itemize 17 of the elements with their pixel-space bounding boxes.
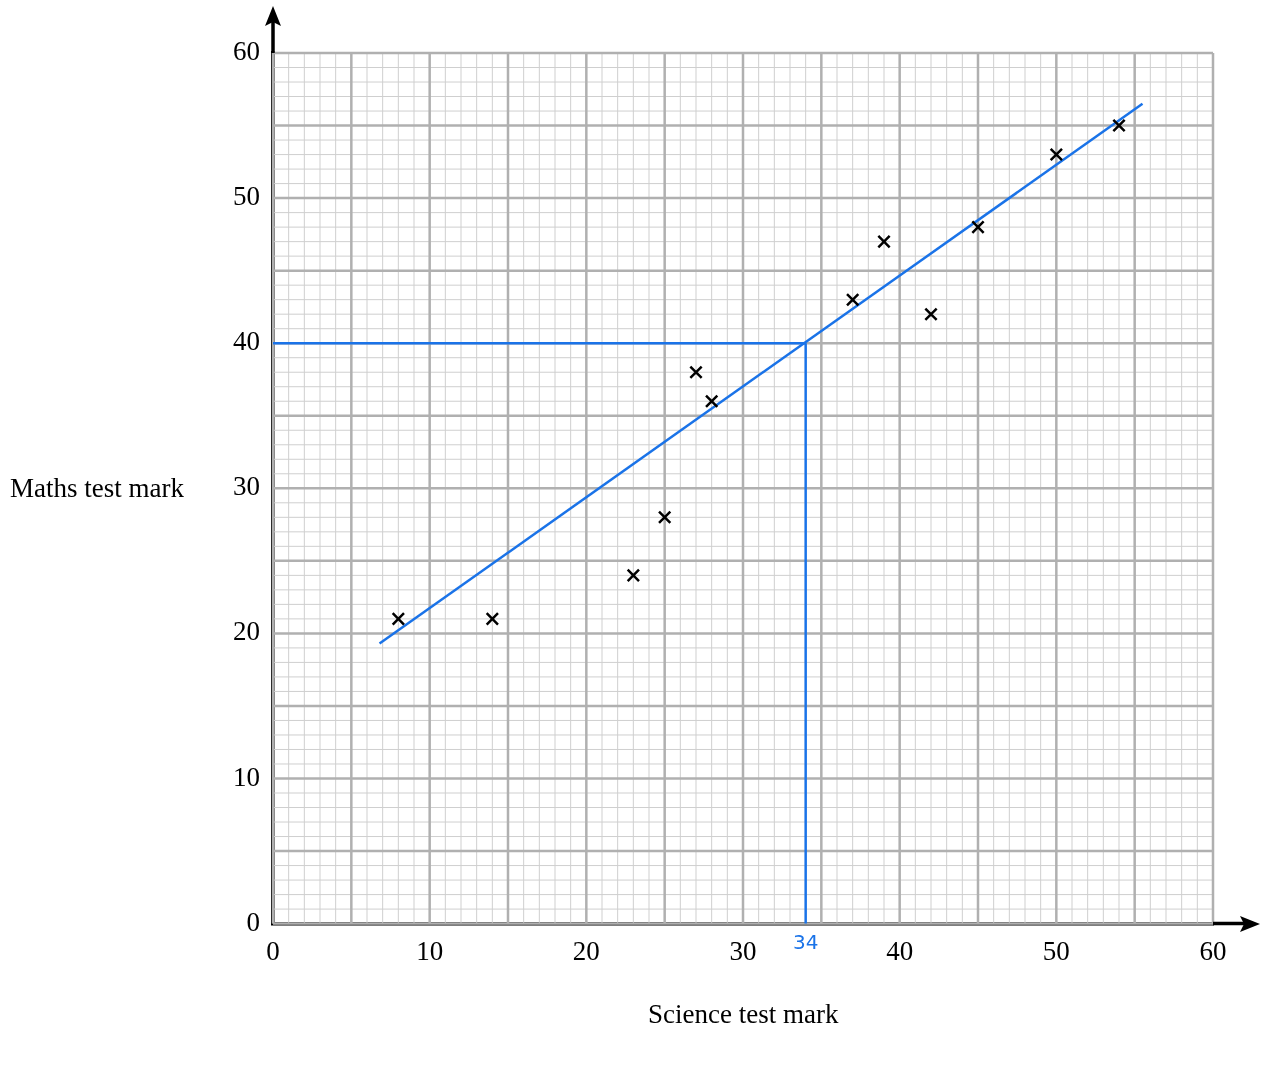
x-tick-label: 30 bbox=[729, 935, 757, 966]
x-axis-title: Science test mark bbox=[648, 998, 839, 1030]
y-tick-label: 30 bbox=[233, 471, 260, 502]
y-tick-label: 50 bbox=[233, 181, 260, 212]
ref-line-label: 34 bbox=[792, 929, 819, 954]
y-tick-label: 0 bbox=[246, 906, 260, 937]
y-axis-title: Maths test mark bbox=[10, 472, 184, 504]
x-tick-label: 10 bbox=[416, 935, 444, 966]
y-tick-label: 10 bbox=[233, 761, 260, 792]
x-tick-label: 60 bbox=[1199, 935, 1227, 966]
x-tick-label: 0 bbox=[266, 935, 280, 966]
y-tick-label: 60 bbox=[233, 36, 260, 67]
x-tick-label: 50 bbox=[1042, 935, 1070, 966]
x-tick-label: 20 bbox=[572, 935, 600, 966]
y-tick-label: 40 bbox=[233, 326, 260, 357]
y-tick-label: 20 bbox=[233, 616, 260, 647]
x-tick-label: 40 bbox=[886, 935, 914, 966]
